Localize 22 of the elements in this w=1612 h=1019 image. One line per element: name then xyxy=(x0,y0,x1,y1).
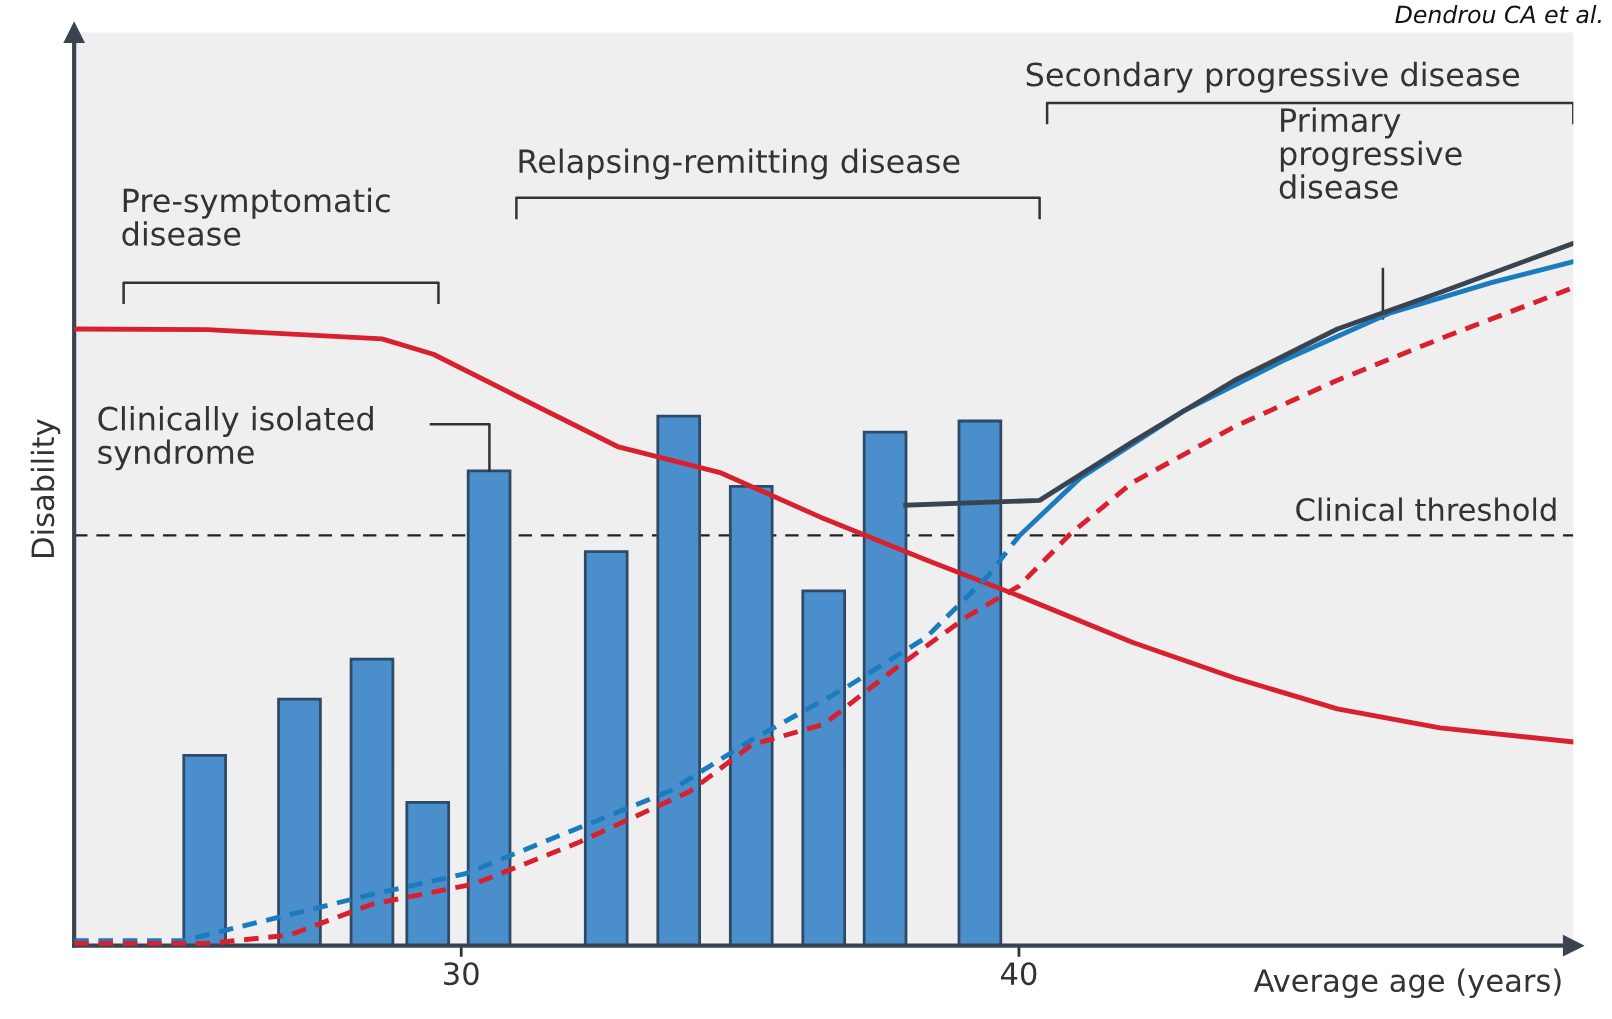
bar xyxy=(728,484,774,946)
bar xyxy=(349,657,395,946)
x-axis-title: Average age (years) xyxy=(1253,968,1561,999)
x-tick-label: 40 xyxy=(1000,962,1037,986)
annotation: Clinically isolated syndrome xyxy=(98,406,373,471)
text: Primary progressive disease xyxy=(1279,107,1462,199)
bar xyxy=(466,469,512,946)
bar xyxy=(656,414,702,946)
bar xyxy=(583,550,629,946)
bar xyxy=(957,419,1003,946)
x-tick-label: 30 xyxy=(444,962,479,986)
annotation: Pre-symptomatic disease xyxy=(122,187,390,246)
text: Dendrou CA et al. xyxy=(1395,5,1601,24)
ref-line-label: Clinical threshold xyxy=(1296,497,1556,522)
bar xyxy=(277,697,322,946)
bar xyxy=(801,589,847,946)
y-axis-title: Disability xyxy=(30,419,61,557)
text: Secondary progressive disease xyxy=(1026,61,1520,93)
bar xyxy=(182,753,227,946)
text: Relapsing-remitting disease xyxy=(519,148,960,180)
bar xyxy=(862,430,908,946)
bar xyxy=(405,800,451,946)
